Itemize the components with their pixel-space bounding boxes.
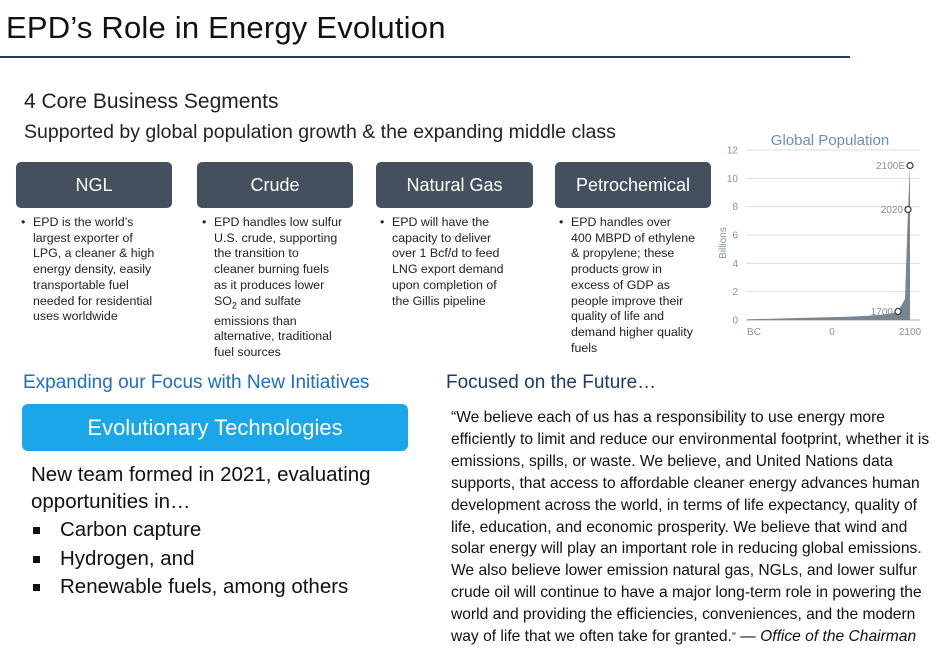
segment-description-item: EPD will have the capacity to deliver ov… <box>375 215 545 309</box>
global-population-chart: Global Population 0 2 4 6 8 10 12 Billions 1700 20… <box>712 126 934 350</box>
initiatives-heading: Expanding our Focus with New Initiatives <box>23 372 370 393</box>
chart-xtick-label: BC <box>747 327 761 338</box>
chart-ytick-label: 8 <box>732 202 738 213</box>
population-area <box>748 165 910 320</box>
segment-description-natural-gas: EPD will have the capacity to deliver ov… <box>375 215 545 309</box>
population-point-label: 1700 <box>871 307 894 318</box>
page-title: EPD’s Role in Energy Evolution <box>6 10 446 45</box>
initiative-item: Renewable fuels, among others <box>31 573 348 602</box>
segment-box-crude: Crude <box>197 162 353 208</box>
population-point-label: 2100E <box>876 161 905 172</box>
chart-ytick-label: 0 <box>732 316 738 327</box>
segment-label-natural-gas: Natural Gas <box>406 174 503 195</box>
chart-title: Global Population <box>771 132 889 149</box>
segment-box-petrochemical: Petrochemical <box>555 162 711 208</box>
quote-dash: — <box>735 628 761 646</box>
segment-box-ngl: NGL <box>16 162 172 208</box>
quote-text: “We believe each of us has a responsibil… <box>451 409 930 646</box>
segment-description-petrochemical: EPD handles over 400 MBPD of ethylene & … <box>554 215 714 356</box>
chart-ytick-label: 12 <box>727 146 739 157</box>
segment-label-ngl: NGL <box>75 174 113 195</box>
segments-subheading: Supported by global population growth & … <box>24 121 616 143</box>
segment-box-natural-gas: Natural Gas <box>376 162 533 208</box>
chart-xtick-label: 0 <box>829 327 835 338</box>
segment-label-petrochemical: Petrochemical <box>575 174 691 195</box>
population-point-label: 2020 <box>881 205 904 216</box>
segment-description-item: EPD handles over 400 MBPD of ethylene & … <box>554 215 714 356</box>
population-point <box>906 161 914 170</box>
chairman-quote: “We believe each of us has a responsibil… <box>451 407 935 649</box>
future-heading: Focused on the Future… <box>446 372 657 393</box>
chart-ylabel: Billions <box>718 227 729 259</box>
chart-xtick-label: 2100 <box>899 327 922 338</box>
segment-description-item: EPD handles low sulfur U.S. crude, suppo… <box>197 215 367 361</box>
chart-ytick-label: 4 <box>732 259 738 270</box>
population-point <box>894 307 902 316</box>
chart-ytick-label: 2 <box>732 287 738 298</box>
quote-attribution: Office of the Chairman <box>760 628 917 646</box>
segment-description-crude: EPD handles low sulfur U.S. crude, suppo… <box>197 215 367 361</box>
population-chart-svg: Global Population 0 2 4 6 8 10 12 Billions 1700 20… <box>718 132 922 338</box>
initiative-item: Hydrogen, and <box>31 545 348 574</box>
chart-ytick-label: 10 <box>727 174 739 185</box>
chart-ytick-label: 6 <box>732 231 738 242</box>
title-divider <box>0 56 850 58</box>
population-point <box>904 205 912 214</box>
segments-heading: 4 Core Business Segments <box>24 90 279 113</box>
initiatives-intro: New team formed in 2021, evaluating oppo… <box>31 463 371 513</box>
segment-label-crude: Crude <box>250 174 300 195</box>
initiative-item: Carbon capture <box>31 516 348 545</box>
evolutionary-technologies-label: Evolutionary Technologies <box>87 414 343 440</box>
quote-close-mark: ” <box>731 630 736 645</box>
segment-description-item: EPD is the world’s largest exporter of L… <box>16 215 186 325</box>
initiatives-list: Carbon capture Hydrogen, and Renewable f… <box>31 516 348 602</box>
evolutionary-technologies-box: Evolutionary Technologies <box>22 404 408 451</box>
segment-description-ngl: EPD is the world’s largest exporter of L… <box>16 215 186 325</box>
